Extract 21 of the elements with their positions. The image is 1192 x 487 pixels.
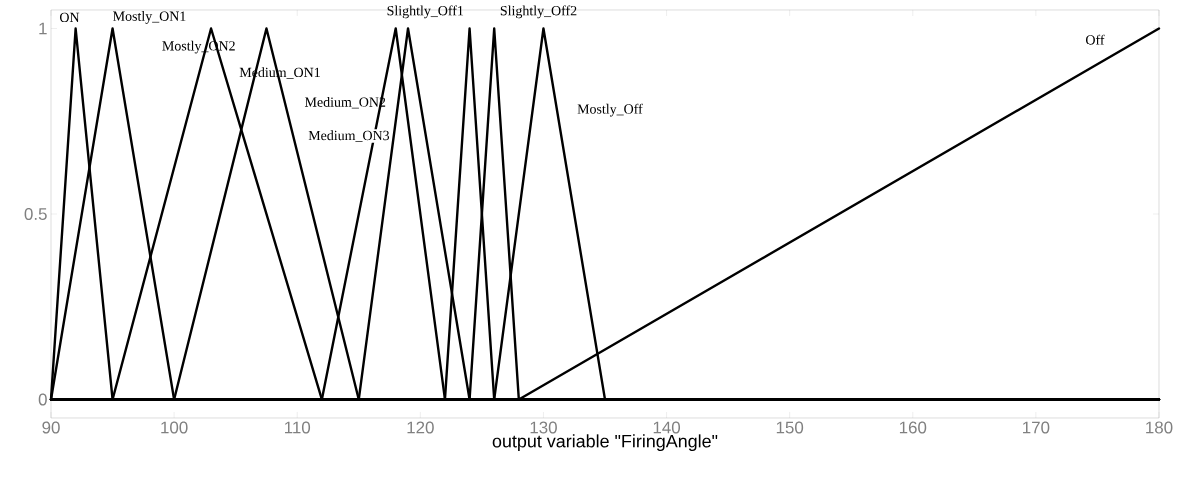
series-label: Off <box>1086 34 1105 45</box>
x-tick-label: 180 <box>1146 421 1173 434</box>
x-tick-label: 160 <box>899 421 927 434</box>
series-label: ON <box>59 12 80 23</box>
series-label: Mostly_ON1 <box>113 11 186 24</box>
x-tick-label: 140 <box>653 421 681 434</box>
x-tick-label: 170 <box>1023 421 1050 434</box>
series-label: Medium_ON3 <box>308 130 390 142</box>
y-tick-label: 0.5 <box>24 207 47 220</box>
x-tick-label: 130 <box>530 421 557 434</box>
y-tick-label: 1 <box>39 22 47 35</box>
x-tick-label: 120 <box>407 421 434 434</box>
x-tick-label: 110 <box>285 421 311 434</box>
series-label: Slightly_Off1 <box>387 5 464 19</box>
x-tick-label: 100 <box>161 421 188 434</box>
x-tick-label: 150 <box>776 421 804 434</box>
series-label: Slightly_Off2 <box>500 5 577 19</box>
series-label: Mostly_Off <box>577 103 643 117</box>
x-axis-title: output variable "FiringAngle" <box>492 434 718 452</box>
x-tick-label: 90 <box>42 421 60 434</box>
y-tick-label: 0 <box>38 393 47 406</box>
